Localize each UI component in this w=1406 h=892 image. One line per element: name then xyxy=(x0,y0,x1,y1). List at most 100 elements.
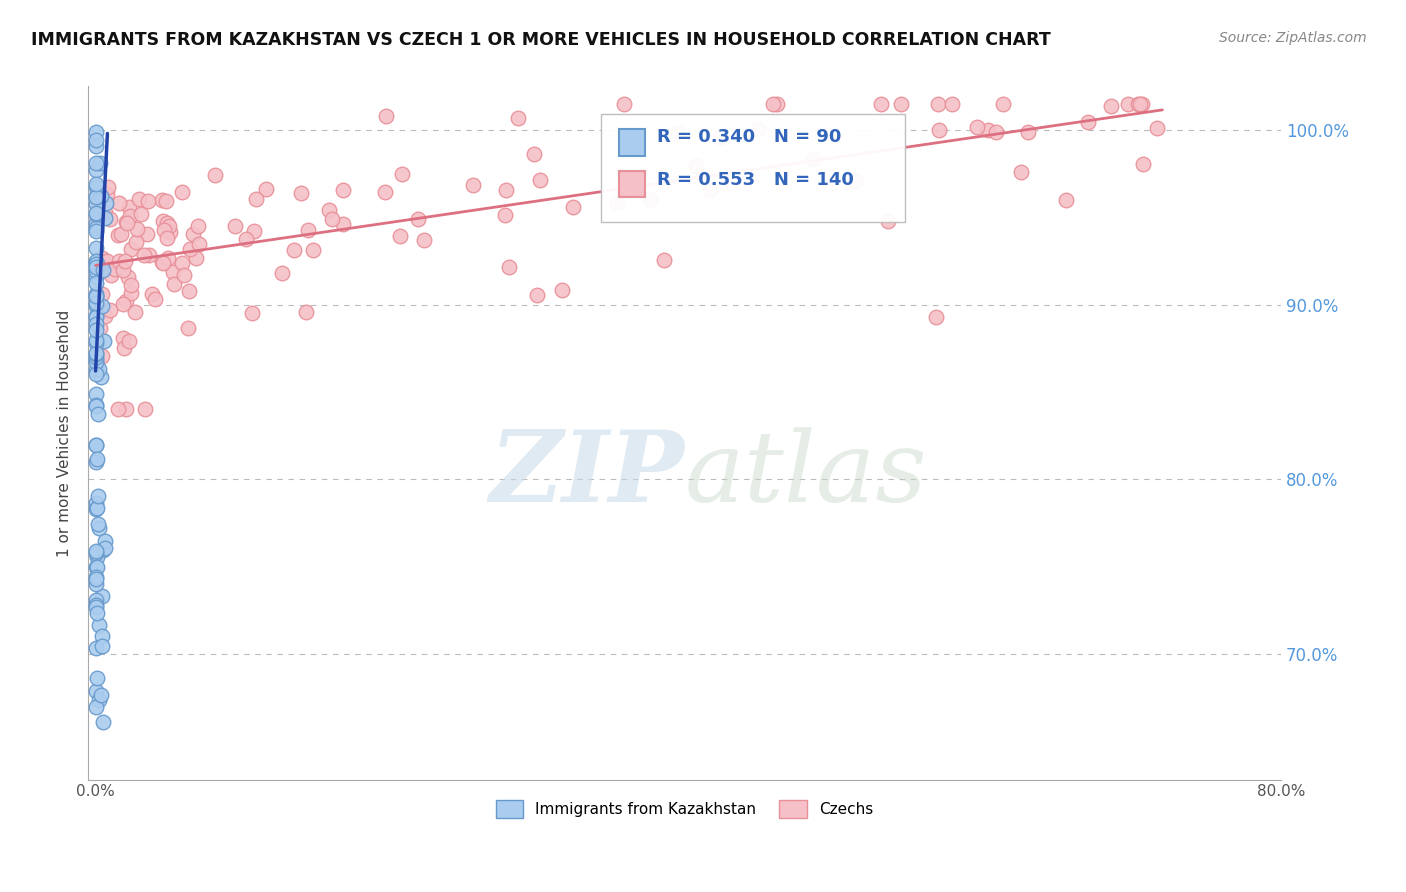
Point xyxy=(141,287,163,301)
Point xyxy=(613,96,636,111)
Point xyxy=(86,451,108,466)
Point xyxy=(84,399,107,413)
Point xyxy=(526,287,548,301)
Point xyxy=(89,156,111,170)
Point xyxy=(84,640,107,655)
Point xyxy=(87,617,110,632)
Point xyxy=(115,216,138,230)
Point xyxy=(155,194,177,208)
Point xyxy=(86,543,108,558)
Point xyxy=(187,237,209,252)
Point xyxy=(134,248,156,262)
Point xyxy=(135,227,157,241)
Point xyxy=(765,96,787,111)
Point xyxy=(84,572,107,586)
Point xyxy=(107,227,129,242)
Point xyxy=(84,295,107,310)
Point xyxy=(117,270,139,285)
Point xyxy=(84,598,107,612)
Point xyxy=(108,196,131,211)
Point xyxy=(240,306,263,320)
Point xyxy=(523,146,546,161)
Point xyxy=(91,543,114,558)
Point xyxy=(84,599,107,614)
Point xyxy=(1130,96,1153,111)
Point xyxy=(90,369,112,384)
Point xyxy=(110,227,132,241)
Point xyxy=(925,310,948,325)
Point xyxy=(235,231,257,245)
Point xyxy=(187,219,209,233)
Point xyxy=(84,260,107,274)
Point xyxy=(87,407,110,421)
Point xyxy=(84,190,107,204)
Point xyxy=(1017,125,1039,139)
Point xyxy=(120,242,142,256)
Point xyxy=(150,193,173,207)
Point xyxy=(84,257,107,271)
Point xyxy=(86,699,108,714)
Point xyxy=(112,331,135,345)
Point xyxy=(84,317,107,331)
Point xyxy=(993,96,1015,111)
Point xyxy=(120,209,142,223)
Bar xyxy=(619,129,645,156)
Point xyxy=(91,262,114,277)
Point xyxy=(172,185,194,199)
Point xyxy=(97,180,120,194)
Point xyxy=(159,226,181,240)
Point xyxy=(134,402,156,417)
Point xyxy=(129,207,152,221)
Point xyxy=(86,671,108,685)
Text: IMMIGRANTS FROM KAZAKHSTAN VS CZECH 1 OR MORE VEHICLES IN HOUSEHOLD CORRELATION : IMMIGRANTS FROM KAZAKHSTAN VS CZECH 1 OR… xyxy=(31,31,1050,49)
Point xyxy=(84,398,107,412)
Bar xyxy=(619,171,645,197)
Point xyxy=(104,262,127,277)
Point xyxy=(152,223,174,237)
Point xyxy=(84,560,107,574)
FancyBboxPatch shape xyxy=(600,114,905,221)
Point xyxy=(120,277,142,292)
Point xyxy=(84,207,107,221)
Point xyxy=(243,224,266,238)
Legend: Immigrants from Kazakhstan, Czechs: Immigrants from Kazakhstan, Czechs xyxy=(489,794,880,824)
Point xyxy=(84,133,107,147)
Point xyxy=(84,438,107,452)
Point xyxy=(128,192,150,206)
Point xyxy=(173,268,195,283)
Point xyxy=(84,253,107,268)
Point xyxy=(87,489,110,503)
Point xyxy=(1126,96,1149,111)
Point xyxy=(84,216,107,230)
Point xyxy=(1099,98,1122,112)
Point xyxy=(96,253,118,268)
Point xyxy=(125,235,148,249)
Point xyxy=(270,266,292,280)
Point xyxy=(494,208,516,222)
Point xyxy=(143,292,166,306)
Point xyxy=(529,173,551,187)
Point xyxy=(506,111,529,125)
Point xyxy=(86,211,108,226)
Point xyxy=(498,260,520,274)
Point xyxy=(90,299,112,313)
Point xyxy=(1132,156,1154,170)
Point xyxy=(412,233,434,247)
Point xyxy=(84,180,107,194)
Point xyxy=(1129,96,1152,111)
Point xyxy=(295,305,318,319)
Point xyxy=(666,127,689,141)
Point xyxy=(84,206,107,220)
Point xyxy=(301,243,323,257)
Point xyxy=(84,255,107,269)
Point xyxy=(93,211,115,225)
Point xyxy=(463,178,485,192)
Point xyxy=(117,200,139,214)
Point xyxy=(870,96,893,111)
Point xyxy=(90,286,112,301)
Point xyxy=(98,212,121,227)
Point xyxy=(124,305,146,319)
Point xyxy=(84,310,107,324)
Point xyxy=(84,162,107,177)
Point xyxy=(87,693,110,707)
